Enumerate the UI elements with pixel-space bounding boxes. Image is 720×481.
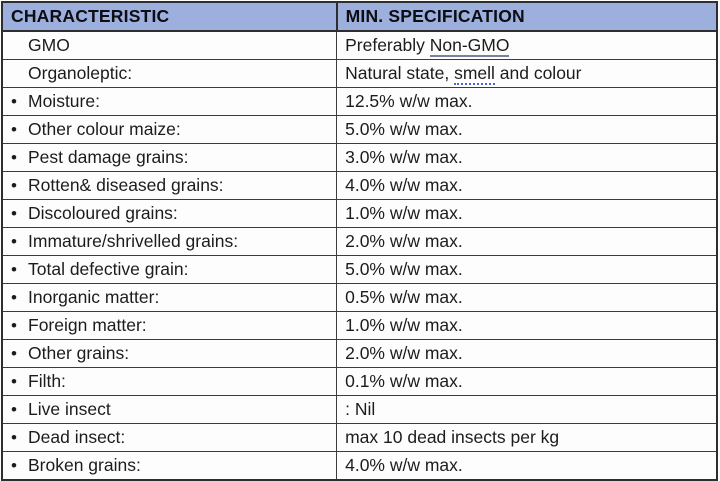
- spec-value: Natural state,: [345, 63, 455, 83]
- table-row: • Discoloured grains: 1.0% w/w max.: [1, 199, 718, 228]
- spec-value: max 10 dead insects per kg: [336, 423, 718, 452]
- table-row: GMO Preferably Non-GMO: [1, 30, 718, 60]
- table-row: • Total defective grain: 5.0% w/w max.: [1, 255, 718, 284]
- spec-value: : Nil: [336, 395, 718, 424]
- bullet-icon: •: [11, 316, 17, 335]
- spec-value: 4.0% w/w max.: [336, 451, 718, 481]
- spec-value: 5.0% w/w max.: [336, 115, 718, 144]
- bullet-icon: •: [11, 92, 17, 111]
- table-row: • Filth: 0.1% w/w max.: [1, 367, 718, 396]
- spec-value: and colour: [494, 63, 582, 83]
- spec-value: 4.0% w/w max.: [336, 171, 718, 200]
- characteristic-label: Total defective grain:: [28, 259, 189, 279]
- spec-value: 12.5% w/w max.: [336, 87, 718, 116]
- bullet-icon: •: [11, 372, 17, 391]
- bullet-icon: •: [11, 260, 17, 279]
- characteristic-label: Other colour maize:: [28, 119, 181, 139]
- spec-value-underlined: smell: [454, 63, 495, 85]
- characteristic-label: Other grains:: [28, 343, 130, 363]
- table-row: • Immature/shrivelled grains: 2.0% w/w ma…: [1, 227, 718, 256]
- table-row: • Pest damage grains: 3.0% w/w max.: [1, 143, 718, 172]
- table-row: • Broken grains: 4.0% w/w max.: [1, 451, 718, 481]
- characteristic-label: GMO: [28, 35, 70, 55]
- characteristic-label: Organoleptic:: [28, 63, 133, 83]
- spec-value: 3.0% w/w max.: [336, 143, 718, 172]
- table-row: • Other colour maize: 5.0% w/w max.: [1, 115, 718, 144]
- bullet-icon: •: [11, 456, 17, 475]
- bullet-icon: •: [11, 176, 17, 195]
- table-row: • Live insect : Nil: [1, 395, 718, 424]
- characteristic-label: Foreign matter:: [28, 315, 147, 335]
- spec-value: Preferably: [345, 35, 430, 55]
- bullet-icon: •: [11, 400, 17, 419]
- table-row: Organoleptic: Natural state, smell and c…: [1, 59, 718, 88]
- table-row: • Other grains: 2.0% w/w max.: [1, 339, 718, 368]
- table-row: • Moisture: 12.5% w/w max.: [1, 87, 718, 116]
- table-row: • Foreign matter: 1.0% w/w max.: [1, 311, 718, 340]
- spec-value: 0.1% w/w max.: [336, 367, 718, 396]
- spec-value: 1.0% w/w max.: [336, 311, 718, 340]
- bullet-icon: •: [11, 288, 17, 307]
- characteristic-label: Rotten& diseased grains:: [28, 175, 224, 195]
- table-row: • Rotten& diseased grains: 4.0% w/w max.: [1, 171, 718, 200]
- bullet-icon: •: [11, 232, 17, 251]
- characteristic-label: Broken grains:: [28, 455, 141, 475]
- bullet-icon: •: [11, 148, 17, 167]
- table-row: • Inorganic matter: 0.5% w/w max.: [1, 283, 718, 312]
- spec-value: 0.5% w/w max.: [336, 283, 718, 312]
- characteristic-label: Filth:: [28, 371, 66, 391]
- spec-value: 2.0% w/w max.: [336, 227, 718, 256]
- characteristic-label: Inorganic matter:: [28, 287, 160, 307]
- characteristic-label: Discoloured grains:: [28, 203, 178, 223]
- header-row: CHARACTERISTIC MIN. SPECIFICATION: [1, 1, 719, 32]
- spec-value: 5.0% w/w max.: [336, 255, 718, 284]
- characteristic-label: Pest damage grains:: [28, 147, 189, 167]
- spec-value: 2.0% w/w max.: [336, 339, 718, 368]
- bullet-icon: •: [11, 428, 17, 447]
- bullet-icon: •: [11, 344, 17, 363]
- characteristic-label: Moisture:: [28, 91, 100, 111]
- bullet-icon: •: [11, 204, 17, 223]
- spec-value-underlined: Non-GMO: [429, 35, 510, 57]
- characteristic-label: Immature/shrivelled grains:: [28, 231, 239, 251]
- characteristic-label: Live insect: [28, 399, 111, 419]
- header-specification: MIN. SPECIFICATION: [335, 1, 719, 32]
- spec-value: 1.0% w/w max.: [336, 199, 718, 228]
- table-row: • Dead insect: max 10 dead insects per kg: [1, 423, 718, 452]
- header-characteristic: CHARACTERISTIC: [1, 1, 338, 32]
- characteristic-label: Dead insect:: [28, 427, 126, 447]
- bullet-icon: •: [11, 120, 17, 139]
